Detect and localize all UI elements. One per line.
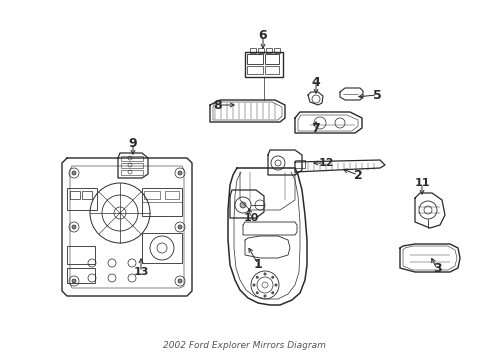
Bar bbox=[142, 233, 182, 263]
Text: 12: 12 bbox=[318, 158, 333, 168]
Text: 7: 7 bbox=[311, 122, 320, 135]
Bar bbox=[249, 48, 256, 53]
Text: 10: 10 bbox=[243, 213, 258, 223]
Text: 5: 5 bbox=[372, 89, 381, 102]
Bar bbox=[121, 170, 142, 175]
Circle shape bbox=[256, 276, 258, 278]
Bar bbox=[264, 54, 279, 64]
Bar bbox=[70, 191, 80, 199]
Circle shape bbox=[252, 284, 255, 286]
Bar bbox=[67, 188, 97, 210]
Text: 8: 8 bbox=[213, 99, 222, 112]
Circle shape bbox=[72, 225, 76, 229]
Text: 2002 Ford Explorer Mirrors Diagram: 2002 Ford Explorer Mirrors Diagram bbox=[163, 341, 325, 350]
Circle shape bbox=[72, 171, 76, 175]
Text: 13: 13 bbox=[133, 267, 148, 277]
Bar bbox=[143, 191, 160, 199]
Circle shape bbox=[263, 295, 265, 297]
Circle shape bbox=[72, 279, 76, 283]
Bar bbox=[67, 268, 95, 283]
Circle shape bbox=[178, 171, 182, 175]
Circle shape bbox=[178, 225, 182, 229]
Bar bbox=[246, 54, 263, 64]
Bar bbox=[246, 66, 263, 74]
Text: 3: 3 bbox=[432, 262, 440, 275]
Text: 11: 11 bbox=[413, 178, 429, 188]
Bar bbox=[67, 246, 95, 264]
Text: 4: 4 bbox=[311, 76, 320, 89]
Bar bbox=[264, 66, 279, 74]
Bar bbox=[244, 52, 283, 77]
Bar bbox=[121, 156, 142, 161]
Text: 9: 9 bbox=[128, 136, 137, 149]
Bar bbox=[273, 48, 280, 53]
Bar bbox=[142, 188, 182, 216]
Circle shape bbox=[274, 284, 277, 286]
Bar bbox=[82, 191, 92, 199]
Circle shape bbox=[271, 276, 273, 278]
Bar bbox=[265, 48, 271, 53]
Text: 2: 2 bbox=[353, 168, 362, 181]
Bar bbox=[258, 48, 264, 53]
Bar bbox=[121, 163, 142, 168]
Bar bbox=[164, 191, 179, 199]
Text: 1: 1 bbox=[253, 257, 262, 270]
Circle shape bbox=[271, 292, 273, 294]
Circle shape bbox=[263, 273, 265, 275]
Circle shape bbox=[256, 292, 258, 294]
Circle shape bbox=[240, 202, 245, 208]
Circle shape bbox=[178, 279, 182, 283]
Text: 6: 6 bbox=[258, 28, 267, 41]
